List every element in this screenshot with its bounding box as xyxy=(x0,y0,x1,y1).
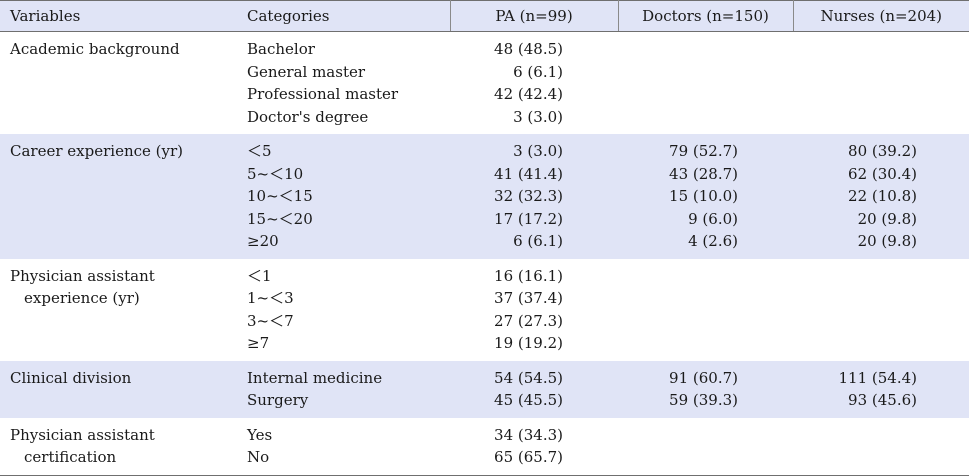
pa-value: 3 (3.0) xyxy=(513,107,563,126)
category-label: Doctor's degree xyxy=(247,107,369,126)
header-row: Variables Categories PA (n=99) Doctors (… xyxy=(0,0,969,32)
nurses-value: 111 (54.4) xyxy=(838,368,917,387)
category-label: ＜5 xyxy=(247,142,272,160)
variable-cell: Physician assistant certification xyxy=(0,417,237,476)
pa-value: 27 (27.3) xyxy=(494,311,563,330)
variable-cell: Career experience (yr) xyxy=(0,134,237,259)
category-label: Bachelor xyxy=(247,40,315,58)
categories-cell: Yes No xyxy=(237,417,450,476)
nurses-value: 20 (9.8) xyxy=(857,209,917,228)
variable-cell: Academic background xyxy=(0,32,237,135)
pa-value: 48 (48.5) xyxy=(494,40,563,58)
variable-label: certification xyxy=(24,448,117,466)
category-label: 1~＜3 xyxy=(247,289,294,307)
category-label: ≥20 xyxy=(247,232,279,250)
variable-label: Career experience (yr) xyxy=(10,142,183,160)
pa-cell: 54 (54.5) 45 (45.5) xyxy=(450,361,618,418)
variable-cell: Clinical division xyxy=(0,361,237,418)
doctors-cell: 79 (52.7) 43 (28.7) 15 (10.0) 9 (6.0) 4 … xyxy=(618,134,793,259)
categories-cell: ＜5 5~＜10 10~＜15 15~＜20 ≥20 xyxy=(237,134,450,259)
group-pa-certification: Physician assistant certification Yes No… xyxy=(0,417,969,476)
pa-value: 3 (3.0) xyxy=(513,142,563,160)
doctors-value: 91 (60.7) xyxy=(669,368,738,387)
category-label: 3~＜7 xyxy=(247,311,294,330)
nurses-value: 93 (45.6) xyxy=(848,391,917,409)
doctors-cell xyxy=(618,417,793,476)
category-label: No xyxy=(247,448,270,466)
group-academic-background: Academic background Bachelor General mas… xyxy=(0,32,969,135)
header-doctors: Doctors (n=150) xyxy=(618,0,794,32)
nurses-value: 62 (30.4) xyxy=(848,164,917,183)
category-label: 15~＜20 xyxy=(247,209,313,228)
header-nurses: Nurses (n=204) xyxy=(793,0,969,32)
pa-value: 45 (45.5) xyxy=(494,391,563,409)
category-label: ＜1 xyxy=(247,266,272,285)
pa-cell: 34 (34.3) 65 (65.7) xyxy=(450,417,618,476)
nurses-cell: 111 (54.4) 93 (45.6) xyxy=(793,361,969,418)
pa-value: 32 (32.3) xyxy=(494,187,563,205)
nurses-cell xyxy=(793,417,969,476)
doctors-cell xyxy=(618,32,793,135)
nurses-cell: 80 (39.2) 62 (30.4) 22 (10.8) 20 (9.8) 2… xyxy=(793,134,969,259)
pa-cell: 3 (3.0) 41 (41.4) 32 (32.3) 17 (17.2) 6 … xyxy=(450,134,618,259)
categories-cell: Bachelor General master Professional mas… xyxy=(237,32,450,135)
header-categories: Categories xyxy=(237,0,451,32)
doctors-value: 9 (6.0) xyxy=(688,209,738,228)
group-career-experience: Career experience (yr) ＜5 5~＜10 10~＜15 1… xyxy=(0,134,969,259)
nurses-value: 20 (9.8) xyxy=(857,232,917,250)
doctors-cell: 91 (60.7) 59 (39.3) xyxy=(618,361,793,418)
group-clinical-division: Clinical division Internal medicine Surg… xyxy=(0,360,969,418)
variable-label: Physician assistant xyxy=(10,266,155,285)
doctors-cell xyxy=(618,259,793,361)
variable-label: Clinical division xyxy=(10,368,132,387)
category-label: Yes xyxy=(247,425,273,444)
variable-label: experience (yr) xyxy=(24,289,140,307)
nurses-value: 80 (39.2) xyxy=(848,142,917,160)
pa-value: 65 (65.7) xyxy=(494,448,563,466)
pa-value: 41 (41.4) xyxy=(494,164,563,183)
pa-value: 54 (54.5) xyxy=(494,368,563,387)
category-label: ≥7 xyxy=(247,334,270,352)
pa-value: 34 (34.3) xyxy=(494,425,563,444)
pa-cell: 48 (48.5) 6 (6.1) 42 (42.4) 3 (3.0) xyxy=(450,32,618,135)
category-label: General master xyxy=(247,62,366,81)
doctors-value: 59 (39.3) xyxy=(669,391,738,409)
category-label: Internal medicine xyxy=(247,368,383,387)
category-label: Surgery xyxy=(247,391,309,409)
category-label: 5~＜10 xyxy=(247,164,304,183)
variable-label: Physician assistant xyxy=(10,425,155,444)
pa-value: 37 (37.4) xyxy=(494,289,563,307)
categories-cell: ＜1 1~＜3 3~＜7 ≥7 xyxy=(237,259,450,361)
category-label: 10~＜15 xyxy=(247,187,313,205)
variable-cell: Physician assistant experience (yr) xyxy=(0,259,237,361)
categories-cell: Internal medicine Surgery xyxy=(237,361,450,418)
group-pa-experience: Physician assistant experience (yr) ＜1 1… xyxy=(0,259,969,361)
nurses-cell xyxy=(793,32,969,135)
doctors-value: 79 (52.7) xyxy=(669,142,738,160)
variable-label: Academic background xyxy=(10,40,180,58)
pa-value: 42 (42.4) xyxy=(494,85,563,103)
pa-value: 6 (6.1) xyxy=(513,232,563,250)
header-pa: PA (n=99) xyxy=(450,0,619,32)
nurses-value: 22 (10.8) xyxy=(848,187,917,205)
pa-value: 6 (6.1) xyxy=(513,62,563,81)
category-label: Professional master xyxy=(247,85,399,103)
doctors-value: 15 (10.0) xyxy=(669,187,738,205)
pa-value: 17 (17.2) xyxy=(494,209,563,228)
pa-cell: 16 (16.1) 37 (37.4) 27 (27.3) 19 (19.2) xyxy=(450,259,618,361)
doctors-value: 43 (28.7) xyxy=(669,164,738,183)
doctors-value: 4 (2.6) xyxy=(688,232,738,250)
nurses-cell xyxy=(793,259,969,361)
pa-value: 16 (16.1) xyxy=(494,266,563,285)
header-variables: Variables xyxy=(0,0,237,32)
pa-value: 19 (19.2) xyxy=(494,334,563,352)
